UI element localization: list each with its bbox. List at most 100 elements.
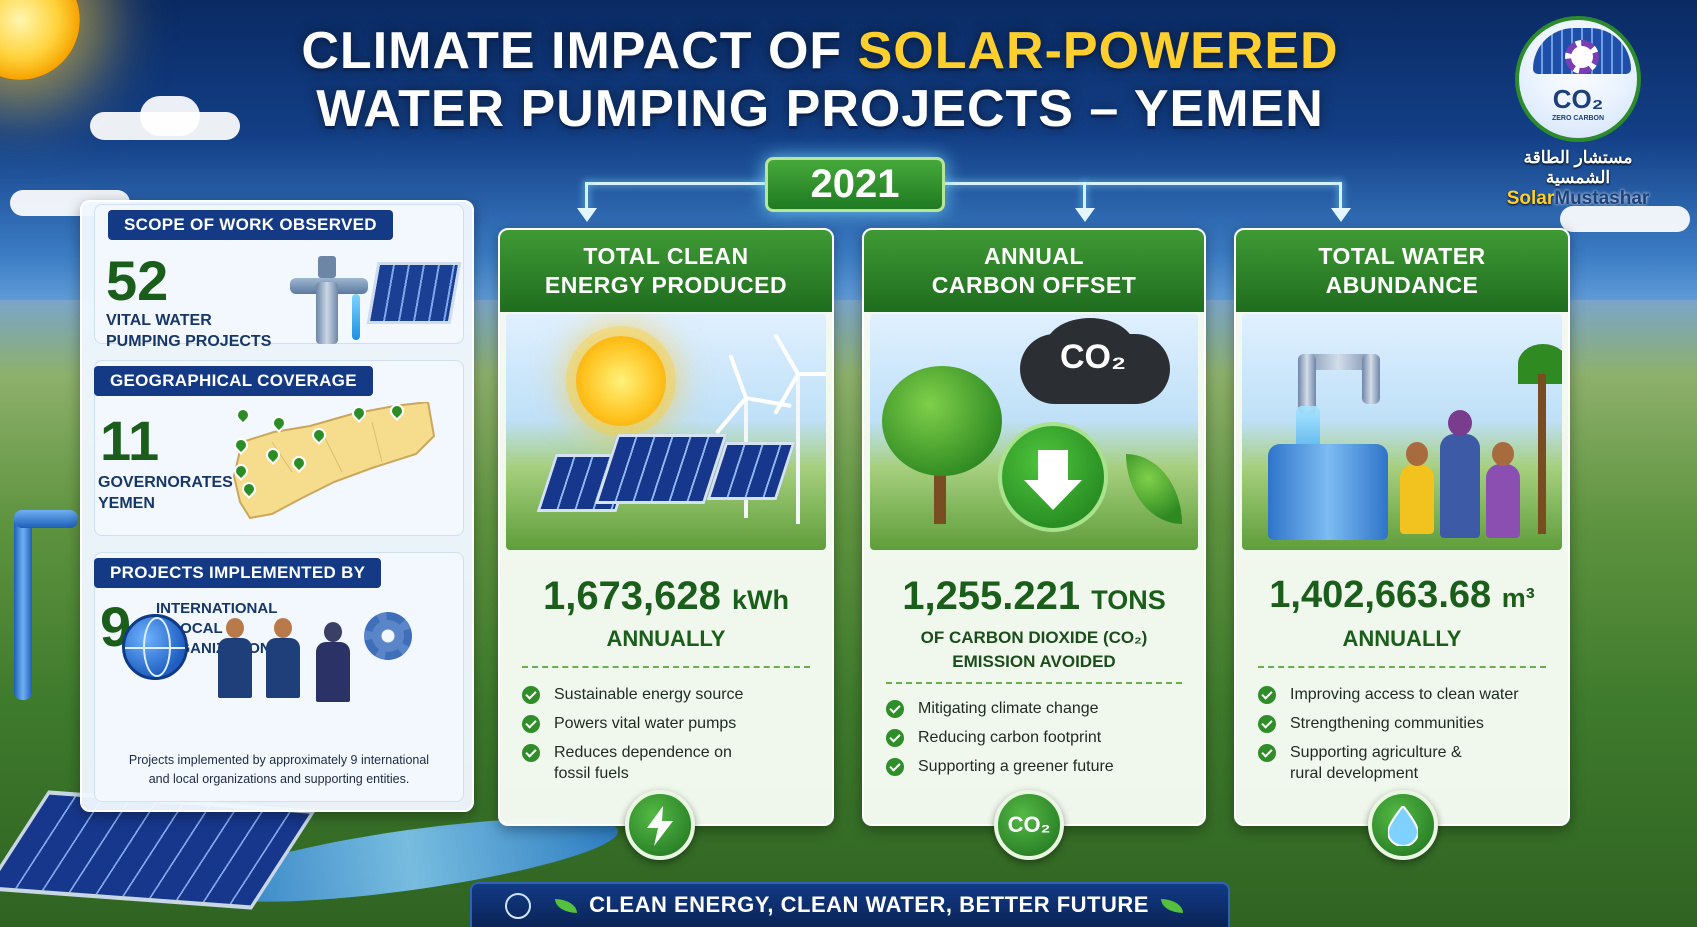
person-icon: [1486, 464, 1520, 538]
card-carbon-offset: ANNUAL CARBON OFFSET CO₂ 1,255.221 TONS …: [862, 228, 1206, 826]
tree-icon: [882, 366, 1002, 476]
arrow-down-icon: [1331, 208, 1351, 222]
logo-name: SolarMustashar: [1506, 188, 1650, 209]
card-value: 1,402,663.68 m³: [1269, 574, 1535, 616]
card-illustration: CO₂: [870, 314, 1198, 550]
card-unit: TONS: [1091, 585, 1166, 615]
arrow-down-icon: [1075, 208, 1095, 222]
check-icon: [1258, 744, 1276, 762]
water-tank-icon: [1268, 444, 1388, 540]
person-icon: [264, 618, 302, 698]
card-subtitle: OF CARBON DIOXIDE (CO₂) EMISSION AVOIDED: [920, 628, 1148, 671]
brand-logo: CO₂ ZERO CARBON مستشار الطاقة الشمسية So…: [1498, 16, 1658, 209]
footer-banner: CLEAN ENERGY, CLEAN WATER, BETTER FUTURE: [470, 882, 1230, 927]
check-icon: [522, 744, 540, 762]
person-icon: [1400, 464, 1434, 534]
list-item: Supporting agriculture & rural developme…: [1258, 742, 1498, 784]
card-illustration: [1242, 314, 1562, 550]
scope-work-label: VITAL WATER PUMPING PROJECTS: [106, 312, 272, 350]
cloud: [1560, 206, 1690, 232]
list-item: Strengthening communities: [1258, 713, 1554, 734]
title-line-2: WATER PUMPING PROJECTS – YEMEN: [316, 80, 1324, 138]
water-pipe: [1298, 354, 1378, 370]
list-item: Improving access to clean water: [1258, 684, 1554, 705]
leaf-icon: [1126, 454, 1182, 524]
divider: [1258, 666, 1546, 668]
card-header: TOTAL CLEAN ENERGY PRODUCED: [500, 230, 832, 312]
list-item: Reduces dependence on fossil fuels: [522, 742, 752, 784]
card-clean-energy: TOTAL CLEAN ENERGY PRODUCED 1,673,628 kW…: [498, 228, 834, 826]
scope-note: Projects implemented by approximately 9 …: [128, 753, 430, 786]
benefit-list: Mitigating climate change Reducing carbo…: [886, 698, 1190, 785]
solar-panel-icon: [366, 262, 462, 324]
scope-geo-number: 11: [100, 409, 160, 472]
water-tap-icon: [290, 252, 368, 348]
wind-turbine-icon: [796, 374, 800, 524]
connector-line: [585, 182, 1342, 185]
list-item: Reducing carbon footprint: [886, 727, 1190, 748]
card-header: TOTAL WATER ABUNDANCE: [1236, 230, 1568, 312]
check-icon: [522, 686, 540, 704]
card-value: 1,673,628 kWh: [542, 574, 790, 618]
leaf-icon: [555, 899, 578, 914]
connector-line: [1339, 182, 1342, 212]
sun-icon: [576, 336, 666, 426]
benefit-list: Improving access to clean water Strength…: [1258, 684, 1554, 792]
year-badge: 2021: [765, 157, 945, 212]
page-title: CLIMATE IMPACT OF SOLAR-POWERED WATER PU…: [220, 22, 1420, 138]
check-icon: [522, 715, 540, 733]
globe-icon: [505, 893, 532, 920]
cloud: [140, 96, 200, 136]
co2-label: CO₂: [1060, 338, 1127, 376]
check-icon: [886, 758, 904, 776]
arrow-down-icon: [577, 208, 597, 222]
list-item: Supporting a greener future: [886, 756, 1190, 777]
title-line-1: CLIMATE IMPACT OF SOLAR-POWERED: [301, 22, 1339, 80]
water-pipe: [14, 510, 32, 700]
card-unit: kWh: [732, 585, 790, 615]
check-icon: [1258, 686, 1276, 704]
card-unit: m³: [1501, 583, 1535, 613]
lightning-icon: [625, 790, 695, 860]
person-icon: [314, 622, 352, 702]
card-header: ANNUAL CARBON OFFSET: [864, 230, 1204, 312]
connector-line: [1083, 182, 1086, 212]
logo-tagline: ZERO CARBON: [1551, 115, 1605, 122]
check-icon: [886, 700, 904, 718]
card-illustration: [506, 314, 826, 550]
card-water-abundance: TOTAL WATER ABUNDANCE 1,402,663.68 m³ AN…: [1234, 228, 1570, 826]
list-item: Powers vital water pumps: [522, 713, 818, 734]
list-item: Mitigating climate change: [886, 698, 1190, 719]
connector-line: [585, 182, 588, 212]
logo-emblem: CO₂ ZERO CARBON: [1515, 16, 1641, 142]
divider: [886, 682, 1182, 684]
check-icon: [1258, 715, 1276, 733]
person-icon: [1440, 434, 1480, 538]
card-subtitle: ANNUALLY: [606, 626, 726, 651]
scope-geo-header: GEOGRAPHICAL COVERAGE: [94, 366, 373, 396]
leaf-icon: [1160, 899, 1183, 914]
divider: [522, 666, 810, 668]
scope-work-header: SCOPE OF WORK OBSERVED: [108, 210, 393, 240]
person-icon: [216, 618, 254, 698]
title-highlight: SOLAR-POWERED: [857, 22, 1339, 80]
logo-arabic-name: مستشار الطاقة الشمسية: [1523, 148, 1633, 187]
footer-text: CLEAN ENERGY, CLEAN WATER, BETTER FUTURE: [589, 892, 1149, 917]
gear-icon: [1565, 40, 1599, 74]
water-drop-icon: [1368, 790, 1438, 860]
arrow-down-icon: [998, 422, 1108, 532]
scope-impl-header: PROJECTS IMPLEMENTED BY: [94, 558, 382, 588]
scope-work-number: 52: [106, 249, 169, 312]
yemen-map-icon: [232, 402, 436, 520]
gear-icon: [364, 612, 412, 660]
benefit-list: Sustainable energy source Powers vital w…: [522, 684, 818, 792]
card-value: 1,255.221 TONS: [902, 574, 1166, 618]
logo-co2-label: CO₂: [1552, 84, 1604, 114]
co2-badge-icon: CO₂: [994, 790, 1064, 860]
scope-panel: SCOPE OF WORK OBSERVED 52 VITAL WATER PU…: [80, 200, 474, 812]
card-subtitle: ANNUALLY: [1342, 626, 1462, 651]
list-item: Sustainable energy source: [522, 684, 818, 705]
water-pipe: [14, 510, 78, 528]
check-icon: [886, 729, 904, 747]
scope-geo-label: GOVERNORATES YEMEN: [98, 474, 233, 512]
